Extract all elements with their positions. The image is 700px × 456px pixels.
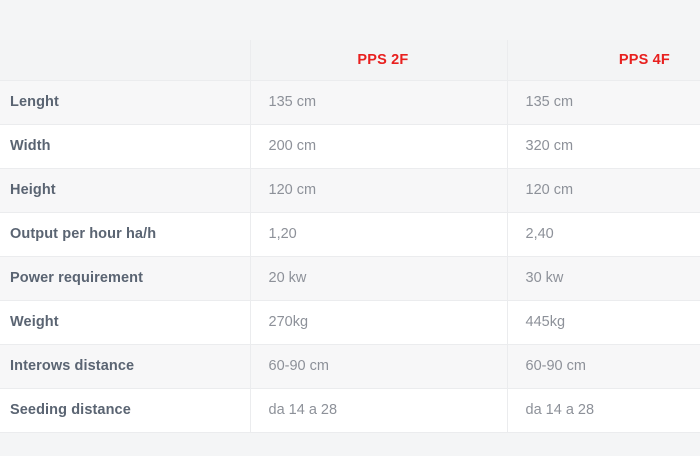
table-header-row: PPS 2F PPS 4F: [0, 40, 700, 80]
column-header-pps-2f: PPS 2F: [249, 40, 507, 80]
spec-value-pps-4f: 320 cm: [506, 123, 700, 168]
spec-label: Lenght: [0, 79, 250, 124]
spec-label: Height: [0, 167, 250, 212]
spec-value-pps-4f: 445kg: [506, 299, 700, 344]
column-header-spec-name: [0, 40, 250, 80]
table-row: Power requirement 20 kw 30 kw: [0, 255, 700, 300]
spec-value-pps-4f: 2,40: [506, 211, 700, 256]
spec-label: Output per hour ha/h: [0, 211, 250, 256]
spec-label: Interows distance: [0, 343, 250, 388]
table-header: PPS 2F PPS 4F: [0, 40, 700, 80]
spec-value-pps-2f: 270kg: [249, 299, 507, 344]
table-row: Width 200 cm 320 cm: [0, 123, 700, 168]
spec-value-pps-2f: 120 cm: [249, 167, 507, 212]
spec-value-pps-4f: 30 kw: [506, 255, 700, 300]
spec-label: Width: [0, 123, 250, 168]
spec-value-pps-2f: 20 kw: [249, 255, 507, 300]
spec-label: Weight: [0, 299, 250, 344]
spec-value-pps-4f: 60-90 cm: [506, 343, 700, 388]
spec-value-pps-4f: da 14 a 28: [506, 387, 700, 433]
column-header-pps-4f: PPS 4F: [506, 40, 700, 80]
spec-value-pps-4f: 135 cm: [506, 79, 700, 124]
table-row: Interows distance 60-90 cm 60-90 cm: [0, 343, 700, 388]
table-row: Lenght 135 cm 135 cm: [0, 79, 700, 124]
spec-label: Seeding distance: [0, 387, 250, 433]
spec-value-pps-2f: 60-90 cm: [249, 343, 507, 388]
table-row: Seeding distance da 14 a 28 da 14 a 28: [0, 387, 700, 433]
table-row: Weight 270kg 445kg: [0, 299, 700, 344]
spec-value-pps-2f: da 14 a 28: [249, 387, 507, 433]
table-row: Height 120 cm 120 cm: [0, 167, 700, 212]
table-row: Output per hour ha/h 1,20 2,40: [0, 211, 700, 256]
spec-table-container: PPS 2F PPS 4F Lenght 135 cm 135 cm Width 200…: [0, 40, 700, 433]
spec-label: Power requirement: [0, 255, 250, 300]
spec-value-pps-2f: 1,20: [249, 211, 507, 256]
spec-value-pps-2f: 200 cm: [249, 123, 507, 168]
table-body: Lenght 135 cm 135 cm Width 200 cm 320 cm Heigh…: [0, 79, 700, 433]
spec-value-pps-2f: 135 cm: [249, 79, 507, 124]
specification-comparison-table: PPS 2F PPS 4F Lenght 135 cm 135 cm Width 200…: [0, 40, 700, 433]
spec-value-pps-4f: 120 cm: [506, 167, 700, 212]
